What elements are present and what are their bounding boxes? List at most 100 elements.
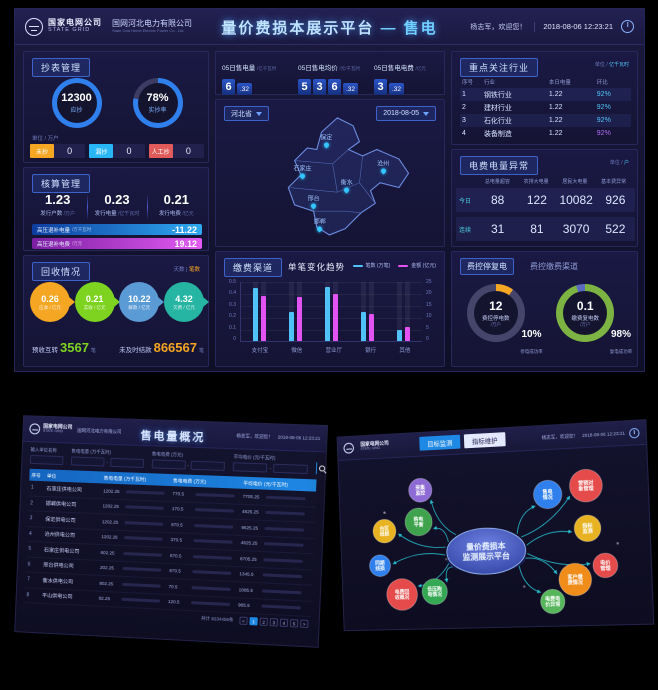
- footer-label: 未及时结款: [119, 347, 152, 354]
- mind-map-node[interactable]: [422, 578, 448, 604]
- page-button[interactable]: 2: [259, 617, 268, 627]
- mind-map-node[interactable]: [569, 469, 603, 503]
- kpi-label: 05日售电量: [222, 65, 258, 72]
- center-node-line1: 量价费损本: [466, 540, 506, 552]
- accounting-metric: 0.21 发行电费 /亿元: [146, 192, 206, 220]
- bar-track: [194, 508, 235, 513]
- metric-value: 170.5: [171, 506, 184, 512]
- filter-input[interactable]: [109, 457, 144, 469]
- page-button[interactable]: 5: [289, 619, 299, 628]
- mind-map-node[interactable]: [408, 478, 432, 503]
- filter-input[interactable]: [232, 462, 268, 473]
- bar: [288, 311, 294, 341]
- bar-label: 高压退补电量: [37, 227, 71, 234]
- cell-metric: 985.5: [238, 603, 309, 611]
- filter-group: 售电电费 (万元) -: [151, 451, 226, 472]
- map-city[interactable]: 邢台: [308, 194, 320, 210]
- page-button[interactable]: 1: [249, 617, 258, 626]
- table-row: 今日 88 122 10082 926: [456, 188, 635, 212]
- mind-map-link: [431, 499, 456, 536]
- donut-value: 0.1: [576, 298, 594, 313]
- bar-track: [193, 539, 233, 544]
- panel-title: 抄表管理: [32, 58, 91, 77]
- mind-map-node[interactable]: [373, 519, 397, 543]
- cell-metric: 370.5: [170, 537, 240, 545]
- footer-value: 866567: [153, 340, 197, 355]
- map-city[interactable]: 衡水: [341, 177, 353, 194]
- cell-value: 81: [530, 222, 544, 236]
- mind-map-node[interactable]: [593, 553, 619, 578]
- cell-company: 衡水供电公司: [42, 577, 74, 586]
- map-city[interactable]: 沧州: [377, 159, 390, 175]
- column-header: 居民大电量: [562, 179, 588, 185]
- filter-input[interactable]: [29, 454, 64, 466]
- donut-unit: /万户: [580, 321, 591, 327]
- metric-label: 发行户数 /万户: [40, 211, 76, 217]
- mind-map-node[interactable]: [386, 578, 418, 610]
- tab-power-cut-restore[interactable]: 费控停复电: [460, 258, 514, 275]
- map-city[interactable]: 邯郸: [314, 217, 326, 233]
- power-icon[interactable]: [621, 20, 634, 33]
- cell-value: 1.22: [548, 117, 563, 124]
- legend-item: 笔数 (万笔): [352, 262, 390, 269]
- mind-map-node[interactable]: [540, 589, 565, 614]
- node-label: 台区线损: [379, 525, 389, 538]
- range-separator: -: [187, 462, 190, 469]
- region-selector[interactable]: 河北省: [224, 106, 269, 121]
- search-button[interactable]: [315, 462, 318, 475]
- mind-map-node[interactable]: [574, 515, 602, 542]
- metric-unit: /亿千瓦时: [116, 211, 140, 217]
- page-button[interactable]: 4: [279, 618, 289, 628]
- filter-input[interactable]: [273, 463, 308, 475]
- map-panel: 河北省 2018-08-05 保定沧州 石家庄衡水邢台邯郸: [215, 99, 445, 247]
- table-header: 总电量超容 农排大电量 居民大电量 基本费异常: [478, 178, 633, 185]
- center-node[interactable]: [446, 527, 527, 576]
- page-button[interactable]: <: [239, 616, 248, 626]
- mind-map-node[interactable]: [405, 508, 433, 537]
- donut-label: 应抄: [70, 108, 83, 114]
- tab-indicator-maintain[interactable]: 指标维护: [463, 432, 506, 449]
- sales-overview-screen: 国家电网公司 STATE GRID 国网河北电力有限公司 售电量概况 杨志军，欢…: [14, 415, 329, 648]
- y-axis-left: 0.5 0.4 0.3 0.2 0.1 0: [224, 280, 236, 342]
- map-city[interactable]: 保定: [320, 133, 332, 149]
- page-button[interactable]: 3: [269, 618, 279, 627]
- bar: [405, 326, 411, 341]
- total-count: 共计 8234456条: [200, 615, 234, 623]
- sales-table: 1 石家庄供电公司 1202.25 770.5 7705.25 2 邯郸供电公司 1202.2…: [24, 480, 317, 618]
- bar: [260, 296, 266, 341]
- x-axis-labels: 支付宝 微信 营业厅 银行 其他: [240, 346, 422, 354]
- center-node-line2: 监测展示平台: [462, 550, 510, 562]
- tab-target-monitor[interactable]: 目标监测: [419, 434, 461, 451]
- kpi-digit: 3: [313, 79, 326, 95]
- filter-input[interactable]: [151, 459, 186, 470]
- power-icon[interactable]: [628, 427, 640, 439]
- mind-map-node[interactable]: [369, 555, 391, 577]
- filter-input[interactable]: [70, 456, 105, 467]
- map-city[interactable]: 石家庄: [294, 164, 312, 180]
- filter-input[interactable]: [190, 460, 226, 472]
- kpi-decimal: .32: [237, 83, 252, 95]
- filter-label: 输入单位名称: [30, 447, 57, 453]
- mind-map-node[interactable]: [533, 480, 562, 510]
- accounting-metrics: 1.23 发行户数 /万户 0.23 发行电量 /亿千瓦时 0.21 发行电费 /亿元: [28, 192, 206, 220]
- cell-rate: 92%: [596, 104, 611, 111]
- city-name: 沧州: [377, 161, 390, 168]
- bar-track: [261, 589, 302, 595]
- mind-map-node[interactable]: [558, 563, 592, 596]
- bar-track: [123, 536, 163, 541]
- metric-unit: /万户: [62, 211, 76, 217]
- filter-label: 售电电费 (万元): [151, 451, 184, 458]
- bar-track: [125, 490, 165, 495]
- cell-industry: 钢铁行业: [483, 91, 512, 99]
- payment-channel-button[interactable]: 缴费渠道: [224, 258, 283, 277]
- meter-stat-chip: 漏抄 0: [89, 144, 145, 158]
- date-selector[interactable]: 2018-08-05: [376, 106, 436, 121]
- page-button[interactable]: >: [300, 619, 309, 629]
- tab-payment-channel[interactable]: 费控缴费渠道: [530, 262, 578, 271]
- stat-tag: 未抄: [30, 144, 54, 158]
- donut-chart: 78% 实抄率: [132, 78, 183, 128]
- metric-value: 8705.25: [239, 555, 257, 562]
- cell-metric: 4825.25: [242, 509, 313, 517]
- hebei-map[interactable]: [244, 112, 418, 244]
